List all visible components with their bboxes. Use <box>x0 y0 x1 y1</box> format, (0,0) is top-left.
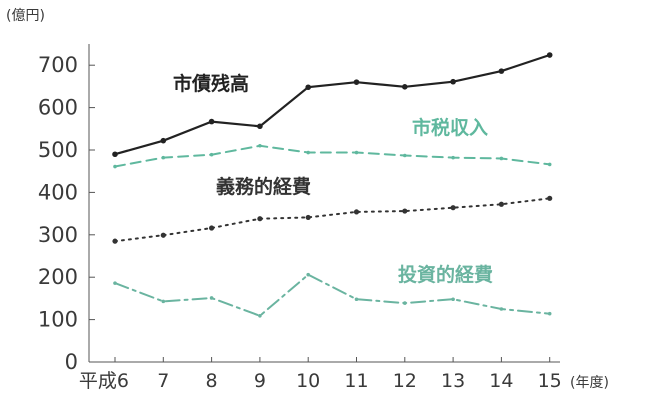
series-line-3 <box>114 273 551 317</box>
data-point <box>258 313 262 318</box>
x-tick-label: 14 <box>489 370 513 392</box>
data-point <box>499 307 504 311</box>
y-axis-unit-label: (億円) <box>6 8 45 24</box>
x-tick-label: 9 <box>254 370 266 392</box>
data-point <box>402 208 408 214</box>
series-line-1 <box>114 144 551 168</box>
y-tick-label: 300 <box>38 223 78 247</box>
data-point <box>113 281 117 285</box>
data-point <box>403 301 407 305</box>
data-point <box>305 214 311 221</box>
data-point <box>161 155 166 160</box>
data-point <box>546 52 553 58</box>
x-tick-label: 8 <box>206 370 218 392</box>
data-point <box>451 155 455 160</box>
series-line-group <box>113 53 551 317</box>
data-point <box>257 216 263 222</box>
data-point <box>547 162 552 167</box>
x-tick-label: 10 <box>296 370 320 392</box>
data-point <box>208 118 215 125</box>
series-label-tax: 市税収入 <box>412 116 488 139</box>
x-tick-label: 平成6 <box>79 370 129 392</box>
data-point <box>209 152 214 157</box>
data-point <box>112 151 118 158</box>
data-point <box>402 84 408 90</box>
data-point <box>498 68 505 74</box>
data-point <box>547 195 553 201</box>
data-point <box>450 78 456 85</box>
data-point <box>498 201 504 207</box>
data-point <box>353 209 360 215</box>
data-point <box>257 123 263 130</box>
data-point <box>160 137 167 144</box>
data-point <box>305 84 312 91</box>
y-tick-label: 500 <box>38 138 78 162</box>
data-point <box>306 150 311 155</box>
y-tick-label: 200 <box>38 265 78 289</box>
data-point <box>354 150 359 155</box>
x-tick-label: 15 <box>538 370 562 392</box>
data-point <box>450 205 456 211</box>
data-point <box>258 143 262 148</box>
series-point-group <box>112 52 553 318</box>
data-point <box>209 225 215 231</box>
y-tick-label: 600 <box>38 96 78 120</box>
y-tick-label: 400 <box>38 180 78 204</box>
x-tick-group: 平成6 7 8 9 10 11 12 13 14 15 <box>79 357 562 392</box>
y-tick-label: 0 <box>65 350 78 374</box>
x-tick-label: 13 <box>441 370 465 392</box>
y-tick-label: 100 <box>38 308 78 332</box>
data-point <box>547 311 552 316</box>
series-line-0 <box>113 53 551 156</box>
data-point <box>160 232 166 238</box>
series-label-investment: 投資的経費 <box>398 263 493 286</box>
data-point <box>113 164 117 169</box>
data-point <box>209 296 214 300</box>
series-label-mandatory: 義務的経費 <box>216 175 311 198</box>
data-point <box>353 79 360 85</box>
data-point <box>354 297 359 302</box>
x-tick-label: 11 <box>344 370 368 392</box>
series-label-debt: 市債残高 <box>173 72 249 95</box>
series-line-2 <box>114 197 551 243</box>
data-point <box>403 153 407 158</box>
data-point <box>451 297 455 302</box>
data-point <box>112 238 118 244</box>
data-point <box>306 272 311 277</box>
y-tick-label: 700 <box>38 53 78 77</box>
x-tick-label: 12 <box>393 370 417 392</box>
data-point <box>161 299 166 304</box>
x-tick-label: 7 <box>157 370 169 392</box>
x-axis-unit-label: (年度) <box>570 375 609 391</box>
data-point <box>499 156 504 161</box>
y-tick-group: 0 100 200 300 400 500 600 700 <box>38 53 95 374</box>
